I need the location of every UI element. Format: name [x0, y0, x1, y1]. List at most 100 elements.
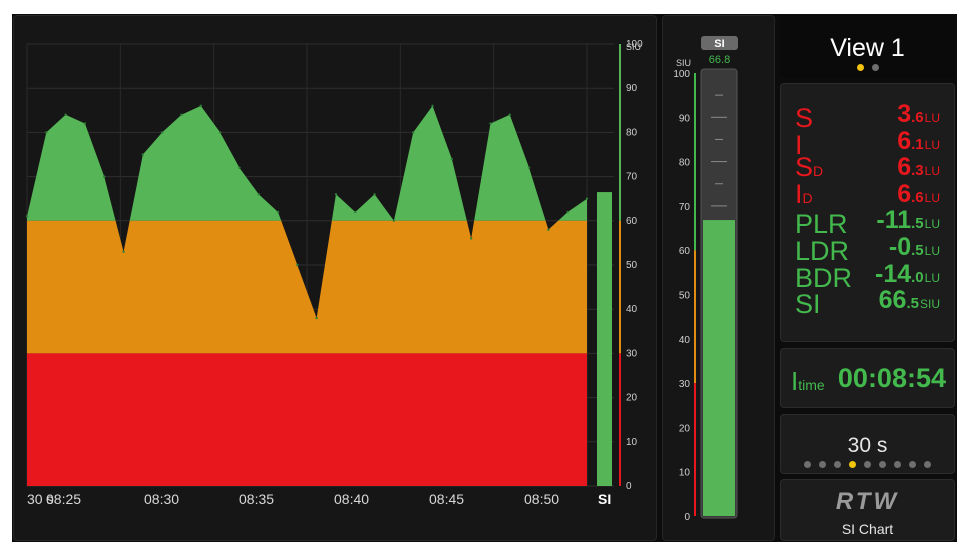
loudness-row: LDR -0.5LU: [795, 234, 940, 266]
si-data-point: [199, 104, 202, 108]
loudness-unit: LU: [924, 137, 940, 152]
loudness-row: SI 66.5SIU: [795, 287, 940, 320]
loudness-row: I 6.1LU: [795, 127, 940, 160]
si-data-point: [334, 193, 338, 196]
time-range-dot: [894, 461, 901, 468]
si-data-point: [354, 210, 357, 214]
si-data-point: [527, 166, 531, 169]
loudness-value: 6.6LU: [897, 179, 940, 212]
loudness-value: 66.5SIU: [879, 287, 940, 318]
view-page-indicator: [781, 64, 954, 71]
si-chart-panel[interactable]: SIU 0 10 20 30 40 50 60 70 80 90 100 30 s 08:25 08:30 0…: [13, 15, 657, 541]
integration-time-panel: Itime 00:08:54: [780, 348, 955, 408]
si-data-point: [218, 131, 222, 134]
meter-unit: SIU: [676, 58, 691, 68]
loudness-unit: LU: [924, 270, 940, 285]
view-selector[interactable]: View 1: [780, 15, 955, 78]
si-data-point: [315, 316, 318, 320]
si-data-point: [180, 113, 183, 116]
x-tick-label: 08:45: [429, 491, 464, 507]
loudness-value-int: -14: [875, 259, 912, 288]
si-data-point: [450, 157, 454, 161]
loudness-value-int: -11: [876, 206, 912, 235]
si-data-point: [160, 131, 164, 134]
meter-tick-label: 50: [679, 291, 691, 302]
x-tick-label: SI: [598, 491, 611, 507]
loudness-label-sub: D: [802, 189, 813, 206]
loudness-label-sub: D: [813, 163, 824, 180]
loudness-row: BDR -14.0LU: [795, 260, 940, 293]
loudness-row: PLR -11.5LU: [795, 207, 940, 240]
meter-label-badge: [701, 36, 738, 50]
si-data-point: [392, 219, 396, 222]
y-tick-label: 100: [626, 39, 643, 50]
time-range-dot: [864, 461, 871, 468]
meter-tick-label: 20: [679, 423, 691, 434]
loudness-value-dec: .5: [911, 215, 924, 233]
instrument-selector[interactable]: RTW SI Chart: [780, 479, 955, 541]
meter-tick-label: 10: [679, 468, 691, 479]
loudness-label: BDR: [795, 262, 853, 293]
si-data-point: [276, 210, 280, 214]
loudness-unit: LU: [924, 244, 940, 258]
loudness-value-dec: .5: [911, 242, 924, 259]
si-data-point: [83, 122, 87, 125]
time-range-dot: [834, 461, 841, 468]
loudness-label: SD: [795, 152, 824, 183]
meter-tick-label: 30: [679, 379, 691, 390]
time-range-dot: [849, 461, 856, 468]
loudness-row: ID 6.6LU: [795, 180, 940, 212]
loudness-unit: SIU: [919, 297, 940, 312]
loudness-label: PLR: [795, 209, 848, 240]
view-page-dot: [871, 64, 879, 71]
loudness-row: SD 6.3LU: [795, 154, 940, 185]
si-data-point: [431, 104, 434, 108]
si-data-point: [489, 122, 492, 125]
y-tick-label: 70: [626, 172, 638, 183]
meter-tick-label: 60: [679, 246, 691, 257]
loudness-value: -11.5LU: [876, 207, 940, 238]
y-tick-label: 0: [626, 481, 632, 492]
y-tick-label: 90: [626, 83, 638, 94]
loudness-value-int: 6: [897, 153, 912, 182]
loudness-label: LDR: [795, 236, 850, 266]
integration-time-value: 00:08:54: [837, 363, 946, 393]
si-data-point: [508, 113, 511, 116]
loudness-label: SI: [795, 289, 821, 320]
y-tick-label: 50: [626, 260, 638, 271]
y-tick-label: 40: [626, 304, 638, 315]
instrument-name[interactable]: SI Chart: [841, 521, 894, 537]
view-title[interactable]: View 1: [830, 34, 905, 62]
si-chart[interactable]: SIU 0 10 20 30 40 50 60 70 80 90 100 30 s08:25 08:30 0…: [14, 16, 658, 542]
si-data-point: [412, 131, 415, 134]
meter-tick-label: 70: [679, 202, 691, 213]
x-tick-label: 08:30: [144, 491, 179, 507]
si-data-point: [257, 193, 260, 196]
y-axis-unit: SIU: [626, 42, 641, 52]
y-tick-label: 60: [626, 216, 638, 227]
loudness-label: I: [795, 129, 803, 160]
current-si-bar: [597, 192, 612, 486]
loudness-value-dec: .5: [906, 295, 919, 313]
si-data-point: [141, 153, 145, 156]
time-range-dot: [804, 461, 811, 468]
si-data-point: [469, 237, 473, 240]
loudness-label: S: [795, 103, 814, 133]
time-range-dot: [924, 461, 931, 468]
time-range-dot: [879, 461, 886, 468]
loudness-unit: LU: [924, 164, 940, 179]
time-range-dot: [819, 461, 826, 468]
time-range-selector[interactable]: 30 s: [780, 414, 955, 474]
loudness-unit: LU: [924, 217, 940, 232]
meter-bar-fill: [703, 220, 735, 517]
loudness-value-dec: .0: [911, 268, 924, 286]
si-data-point: [45, 131, 48, 134]
loudness-value-int: 66: [878, 286, 907, 315]
loudness-value: -14.0LU: [875, 259, 940, 292]
rtw-logo: RTW: [835, 488, 900, 515]
loudness-value-int: 3: [897, 100, 912, 128]
loudness-value-int: 6: [897, 179, 912, 208]
time-range-value[interactable]: 30 s: [847, 434, 888, 457]
si-area-green: [27, 105, 587, 221]
